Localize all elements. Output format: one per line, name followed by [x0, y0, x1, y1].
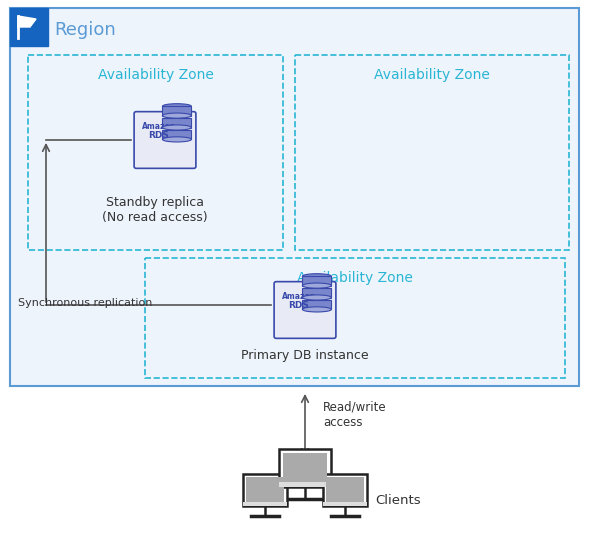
Bar	[279, 482, 331, 487]
Bar	[28, 55, 283, 250]
Polygon shape	[18, 16, 36, 27]
Text: Read/write
access: Read/write access	[323, 401, 386, 429]
Bar	[243, 502, 287, 506]
Text: RDS: RDS	[148, 131, 170, 140]
Text: Standby replica
(No read access): Standby replica (No read access)	[102, 196, 208, 224]
Bar	[246, 477, 284, 503]
Bar	[163, 130, 191, 139]
Ellipse shape	[302, 295, 332, 300]
Text: Amazon: Amazon	[142, 122, 176, 131]
Ellipse shape	[163, 104, 191, 109]
Bar	[295, 55, 569, 250]
Ellipse shape	[163, 125, 191, 130]
Bar	[323, 474, 367, 506]
Bar	[243, 474, 287, 506]
Bar	[323, 502, 367, 506]
Text: Region: Region	[54, 21, 116, 39]
Bar	[163, 106, 191, 116]
FancyBboxPatch shape	[274, 282, 336, 338]
Bar	[145, 258, 565, 378]
Text: Availability Zone: Availability Zone	[374, 68, 490, 82]
Bar	[163, 118, 191, 127]
Text: Availability Zone: Availability Zone	[297, 271, 413, 285]
Text: Clients: Clients	[375, 493, 421, 506]
FancyBboxPatch shape	[134, 112, 196, 168]
Text: Availability Zone: Availability Zone	[98, 68, 213, 82]
Bar	[326, 477, 363, 503]
Bar	[10, 8, 48, 46]
Bar	[283, 453, 327, 483]
Ellipse shape	[302, 274, 332, 279]
Text: RDS: RDS	[289, 301, 309, 310]
Ellipse shape	[302, 307, 332, 312]
Ellipse shape	[302, 283, 332, 288]
Bar	[302, 288, 332, 298]
Ellipse shape	[163, 137, 191, 142]
Text: Synchronous replication: Synchronous replication	[18, 298, 153, 308]
Ellipse shape	[163, 113, 191, 118]
Bar	[10, 8, 579, 386]
Text: Amazon: Amazon	[282, 292, 316, 301]
Text: Primary DB instance: Primary DB instance	[241, 349, 369, 362]
Bar	[279, 449, 331, 487]
Bar	[302, 276, 332, 286]
Bar	[302, 300, 332, 310]
